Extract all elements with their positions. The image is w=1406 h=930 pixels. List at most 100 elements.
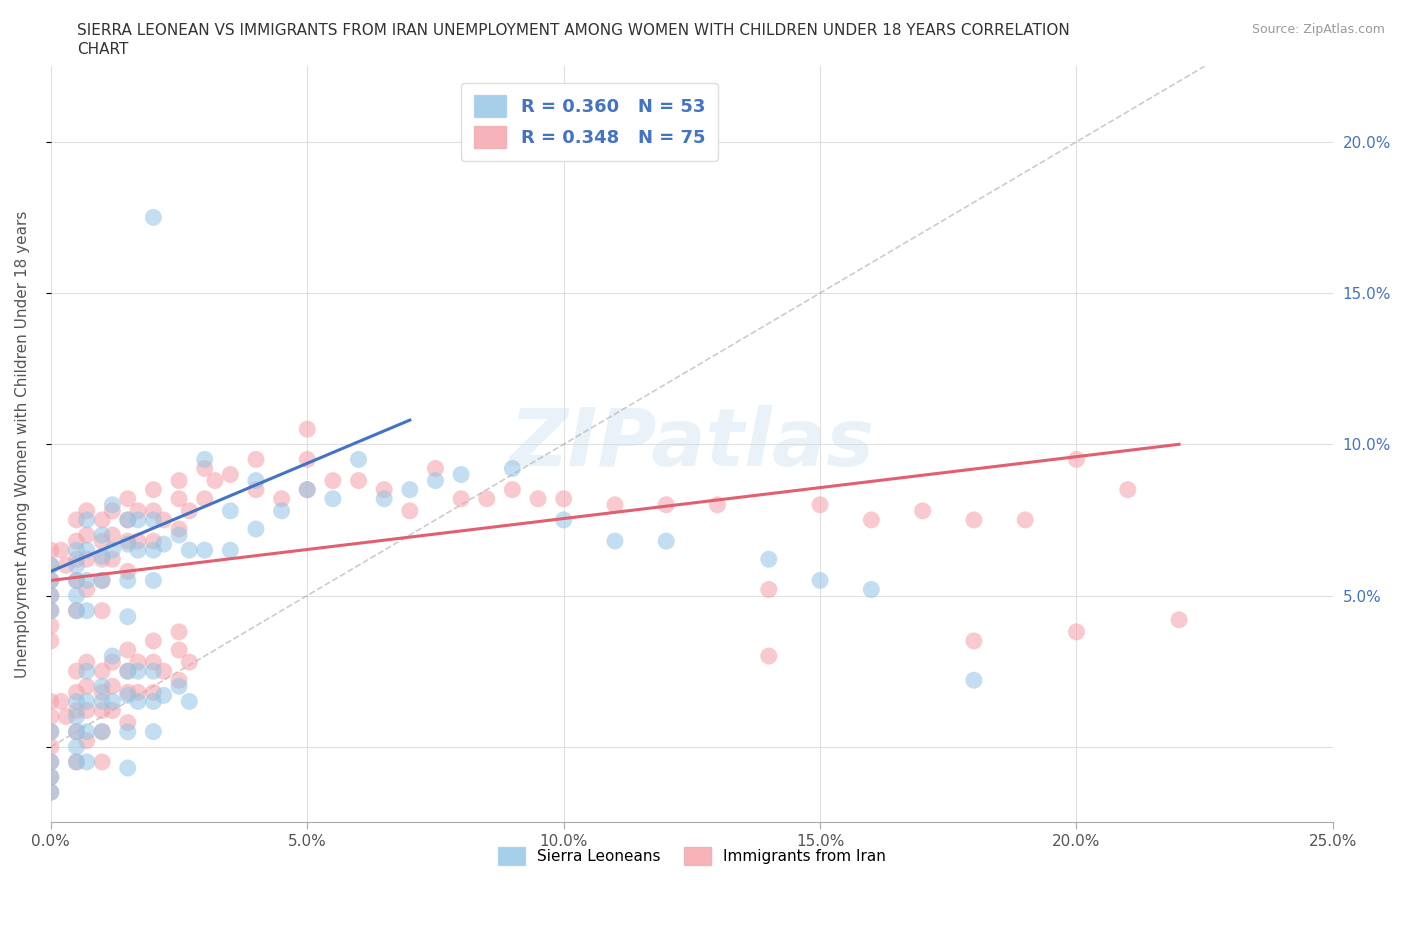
Point: [142, 694, 165, 709]
Point: [76, 551, 98, 566]
Point: [76, 734, 98, 749]
Point: [39, 558, 62, 573]
Point: [167, 624, 190, 639]
Point: [179, 655, 201, 670]
Point: [1014, 512, 1036, 527]
Point: [65, 684, 87, 699]
Point: [76, 573, 98, 588]
Point: [127, 664, 149, 679]
Point: [39, 739, 62, 754]
Point: [142, 534, 165, 549]
Point: [65, 604, 87, 618]
Point: [127, 684, 149, 699]
Point: [425, 473, 447, 488]
Point: [219, 543, 242, 558]
Point: [117, 688, 139, 703]
Point: [65, 724, 87, 739]
Point: [758, 582, 780, 597]
Point: [425, 461, 447, 476]
Point: [117, 534, 139, 549]
Point: [963, 512, 986, 527]
Point: [1066, 624, 1088, 639]
Point: [655, 534, 678, 549]
Point: [39, 724, 62, 739]
Point: [39, 724, 62, 739]
Point: [297, 483, 319, 498]
Point: [101, 503, 124, 518]
Point: [347, 473, 370, 488]
Point: [39, 588, 62, 603]
Text: SIERRA LEONEAN VS IMMIGRANTS FROM IRAN UNEMPLOYMENT AMONG WOMEN WITH CHILDREN UN: SIERRA LEONEAN VS IMMIGRANTS FROM IRAN U…: [77, 23, 1070, 38]
Point: [179, 503, 201, 518]
Point: [475, 491, 498, 506]
Point: [55, 558, 77, 573]
Point: [101, 679, 124, 694]
Point: [65, 588, 87, 603]
Point: [76, 582, 98, 597]
Point: [39, 573, 62, 588]
Point: [758, 551, 780, 566]
Point: [167, 672, 190, 687]
Point: [860, 512, 883, 527]
Point: [398, 483, 420, 498]
Point: [963, 633, 986, 648]
Point: [39, 633, 62, 648]
Point: [91, 573, 114, 588]
Point: [39, 604, 62, 618]
Point: [117, 537, 139, 551]
Text: Source: ZipAtlas.com: Source: ZipAtlas.com: [1251, 23, 1385, 36]
Point: [39, 770, 62, 785]
Point: [65, 694, 87, 709]
Point: [65, 551, 87, 566]
Point: [758, 648, 780, 663]
Text: ZIPatlas: ZIPatlas: [509, 405, 875, 484]
Point: [179, 694, 201, 709]
Point: [808, 573, 831, 588]
Point: [1168, 612, 1191, 627]
Point: [76, 694, 98, 709]
Point: [76, 724, 98, 739]
Point: [49, 543, 72, 558]
Point: [91, 604, 114, 618]
Point: [167, 643, 190, 658]
Point: [39, 588, 62, 603]
Point: [167, 527, 190, 542]
Point: [39, 618, 62, 633]
Point: [91, 512, 114, 527]
Legend: Sierra Leoneans, Immigrants from Iran: Sierra Leoneans, Immigrants from Iran: [491, 841, 893, 871]
Point: [127, 543, 149, 558]
Point: [117, 684, 139, 699]
Point: [49, 694, 72, 709]
Point: [245, 483, 267, 498]
Point: [297, 452, 319, 467]
Point: [39, 754, 62, 769]
Point: [65, 703, 87, 718]
Point: [91, 549, 114, 564]
Point: [65, 754, 87, 769]
Point: [65, 573, 87, 588]
Point: [65, 512, 87, 527]
Point: [91, 724, 114, 739]
Point: [142, 724, 165, 739]
Point: [373, 483, 395, 498]
Point: [76, 754, 98, 769]
Point: [117, 664, 139, 679]
Point: [76, 664, 98, 679]
Point: [808, 498, 831, 512]
Point: [527, 491, 550, 506]
Point: [39, 785, 62, 800]
Point: [322, 473, 344, 488]
Point: [219, 503, 242, 518]
Point: [101, 648, 124, 663]
Point: [39, 709, 62, 724]
Point: [39, 558, 62, 573]
Point: [194, 461, 217, 476]
Point: [270, 491, 292, 506]
Point: [152, 688, 174, 703]
Point: [501, 461, 523, 476]
Point: [101, 551, 124, 566]
Point: [127, 655, 149, 670]
Point: [603, 534, 626, 549]
Point: [142, 483, 165, 498]
Point: [39, 604, 62, 618]
